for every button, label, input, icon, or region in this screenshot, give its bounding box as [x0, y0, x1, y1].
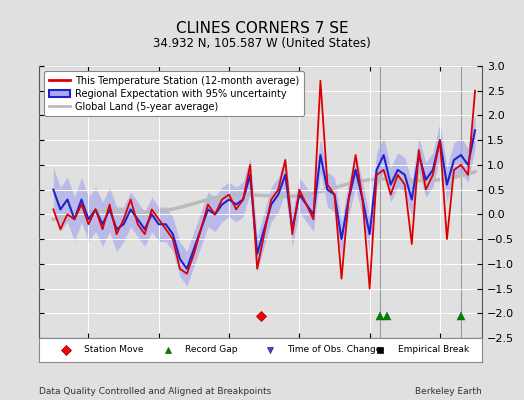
Text: Berkeley Earth: Berkeley Earth: [416, 387, 482, 396]
Text: Time of Obs. Change: Time of Obs. Change: [287, 346, 381, 354]
Text: Station Move: Station Move: [84, 346, 143, 354]
Text: Data Quality Controlled and Aligned at Breakpoints: Data Quality Controlled and Aligned at B…: [39, 387, 271, 396]
Text: 34.932 N, 105.587 W (United States): 34.932 N, 105.587 W (United States): [153, 37, 371, 50]
Legend: This Temperature Station (12-month average), Regional Expectation with 95% uncer: This Temperature Station (12-month avera…: [44, 71, 304, 116]
Text: CLINES CORNERS 7 SE: CLINES CORNERS 7 SE: [176, 21, 348, 36]
Text: Record Gap: Record Gap: [185, 346, 238, 354]
Text: Empirical Break: Empirical Break: [398, 346, 469, 354]
